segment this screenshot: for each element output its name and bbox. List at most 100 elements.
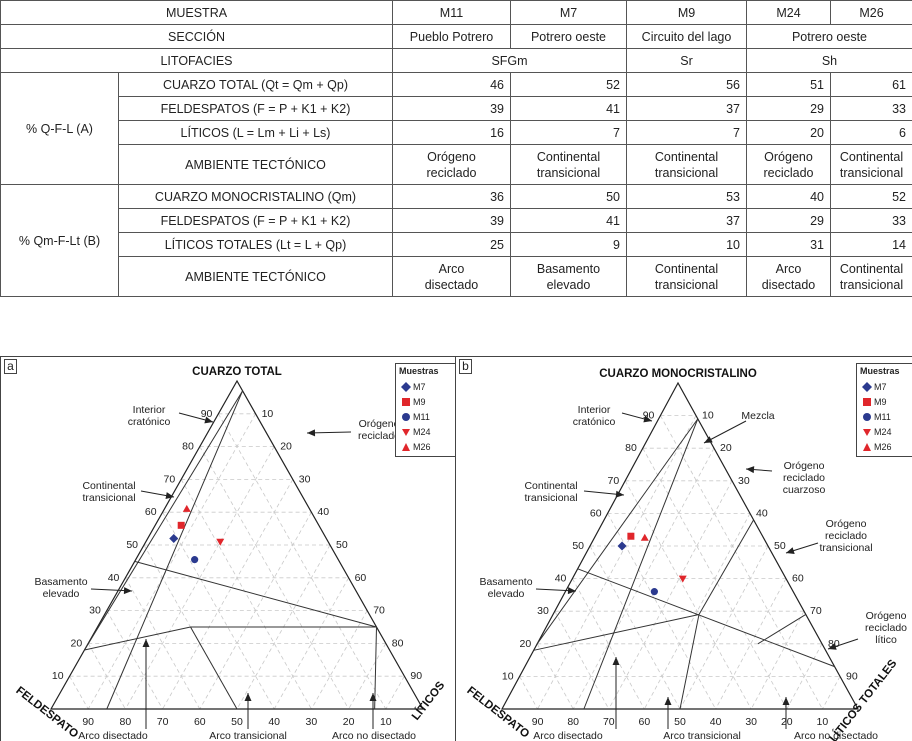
- grid-line: [609, 481, 732, 709]
- left-axis-tick: 80: [625, 442, 637, 454]
- bottom-axis-tick: 10: [817, 716, 829, 728]
- ternary-diagram-b: b 10203040506070809010203040506070809090…: [455, 356, 912, 741]
- pointer-arrow-head: [786, 547, 795, 554]
- value-cell: 46: [393, 73, 511, 97]
- value-cell: 41: [511, 209, 627, 233]
- field-boundary: [375, 627, 377, 709]
- group-b-label: % Qm-F-Lt (B): [1, 185, 119, 297]
- data-point-m7: [618, 542, 627, 551]
- grid-line: [311, 611, 367, 709]
- grid-line: [88, 414, 255, 709]
- right-axis-tick: 20: [720, 442, 732, 454]
- right-axis-tick: 50: [336, 539, 348, 551]
- litofacies-cell: Sh: [747, 49, 912, 73]
- value-cell: 37: [627, 209, 747, 233]
- label-arco-no-disectado: Arco no disectado: [332, 730, 416, 741]
- bottom-axis-tick: 50: [674, 716, 686, 728]
- value-cell: 37: [627, 97, 747, 121]
- data-point-m24: [679, 576, 687, 583]
- left-axis-tick: 60: [590, 507, 602, 519]
- right-axis-tick: 70: [373, 605, 385, 617]
- bottom-axis-tick: 80: [567, 716, 579, 728]
- pointer-arrow-head: [613, 657, 620, 665]
- grid-line: [822, 676, 840, 709]
- apex-left-label: FELDESPATO: [464, 685, 531, 741]
- bottom-axis-tick: 30: [745, 716, 757, 728]
- right-axis-tick: 50: [774, 540, 786, 552]
- value-cell: 61: [831, 73, 912, 97]
- value-cell: 25: [393, 233, 511, 257]
- left-axis-tick: 30: [537, 605, 549, 617]
- legend-a: Muestras M7 M9 M11 M24 M26: [395, 363, 457, 457]
- left-axis-tick: 10: [52, 670, 64, 682]
- value-cell: 56: [627, 73, 747, 97]
- right-axis-tick: 30: [299, 473, 311, 485]
- data-point-m9: [627, 533, 634, 540]
- pointer-arrow-head: [124, 587, 132, 594]
- value-cell: 50: [511, 185, 627, 209]
- grid-line: [107, 611, 163, 709]
- left-axis-tick: 80: [182, 441, 194, 453]
- left-axis-tick: 50: [572, 540, 584, 552]
- left-axis-tick: 40: [108, 572, 120, 584]
- right-axis-tick: 70: [810, 605, 822, 617]
- legend-title: Muestras: [399, 366, 453, 376]
- apex-top-label: CUARZO TOTAL: [192, 366, 282, 378]
- row-label: AMBIENTE TECTÓNICO: [119, 145, 393, 185]
- bottom-axis-tick: 60: [639, 716, 651, 728]
- right-axis-tick: 60: [792, 573, 804, 585]
- data-point-m9: [178, 522, 185, 529]
- grid-line: [520, 676, 538, 709]
- bottom-axis-tick: 70: [603, 716, 615, 728]
- sample-m11: M11: [393, 1, 511, 25]
- right-axis-tick: 40: [317, 506, 329, 518]
- value-cell: 53: [627, 185, 747, 209]
- field-boundary: [135, 561, 377, 627]
- seccion-cell: Potrero oeste: [511, 25, 627, 49]
- bottom-axis-tick: 20: [781, 716, 793, 728]
- grid-line: [386, 676, 405, 709]
- grid-line: [751, 611, 804, 709]
- pointer-arrow-head: [568, 587, 576, 594]
- litofacies-cell: Sr: [627, 49, 747, 73]
- bottom-axis-tick: 40: [268, 716, 280, 728]
- pointer-arrow-head: [746, 466, 754, 473]
- litofacies-label: LITOFACIES: [1, 49, 393, 73]
- left-axis-tick: 20: [520, 638, 532, 650]
- value-cell: 39: [393, 209, 511, 233]
- value-cell: 6: [831, 121, 912, 145]
- left-axis-tick: 20: [71, 637, 83, 649]
- value-cell: 7: [627, 121, 747, 145]
- field-boundary: [699, 520, 754, 615]
- label-arco-disectado: Arco disectado: [78, 730, 148, 741]
- legend-item-m24: M24: [860, 424, 912, 439]
- legend-item-m11: M11: [860, 409, 912, 424]
- bottom-axis-tick: 90: [82, 716, 94, 728]
- sample-m9: M9: [627, 1, 747, 25]
- legend-b: Muestras M7 M9 M11 M24 M26: [856, 363, 912, 457]
- field-boundary: [84, 627, 190, 650]
- row-label: FELDESPATOS (F = P + K1 + K2): [119, 209, 393, 233]
- legend-item-m26: M26: [860, 439, 912, 454]
- field-boundary: [758, 614, 806, 643]
- value-cell: 51: [747, 73, 831, 97]
- left-axis-tick: 10: [502, 670, 514, 682]
- bottom-axis-tick: 50: [231, 716, 243, 728]
- right-axis-tick: 20: [280, 441, 292, 453]
- legend-item-m7: M7: [399, 379, 453, 394]
- label-arco-transicional: Arco transicional: [663, 730, 741, 741]
- legend-item-m9: M9: [399, 394, 453, 409]
